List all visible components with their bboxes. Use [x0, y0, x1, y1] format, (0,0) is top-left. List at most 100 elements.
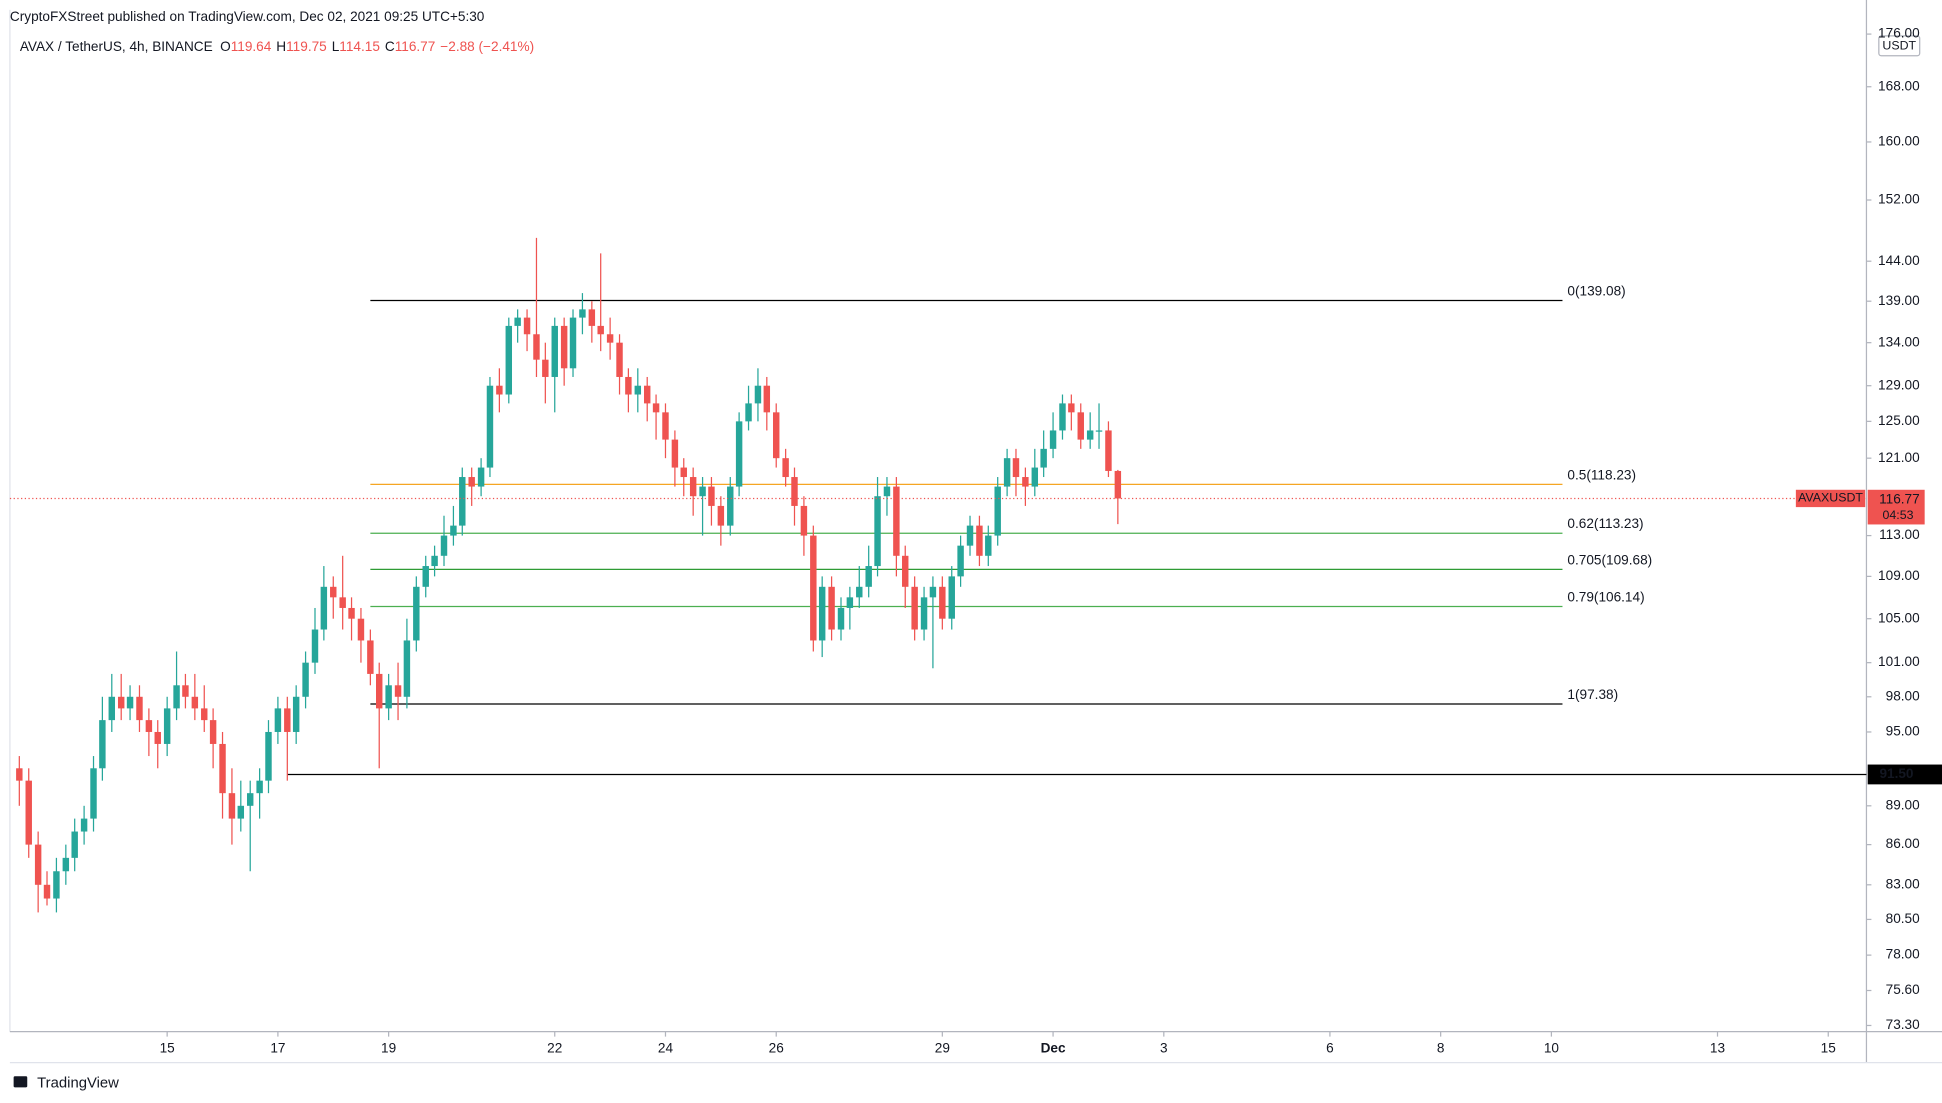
candle-body: [394, 685, 402, 697]
fib-level-label: 0.62(113.23): [1567, 516, 1643, 531]
candle-body: [1068, 403, 1075, 413]
y-tick-label: 144.00: [1878, 253, 1920, 268]
candle-body: [671, 439, 679, 468]
fib-level-label: 0(139.08): [1567, 283, 1625, 298]
candle-body: [929, 586, 937, 598]
candle-body: [71, 831, 78, 858]
candle-body: [292, 696, 300, 732]
candle-body: [652, 403, 660, 413]
x-tick-label: 26: [769, 1041, 784, 1056]
x-tick-label: 24: [658, 1041, 674, 1056]
x-tick-label: 22: [547, 1041, 562, 1056]
brand: TradingView: [13, 1076, 119, 1092]
candle-body: [1012, 458, 1020, 478]
candle-body: [625, 376, 632, 395]
candle-body: [1049, 430, 1057, 449]
candle-body: [16, 768, 23, 781]
candle-body: [403, 640, 411, 697]
candle-body: [588, 309, 596, 326]
candle-body: [330, 586, 337, 598]
x-tick-label: 17: [270, 1041, 285, 1056]
y-tick-label: 78.00: [1886, 947, 1920, 962]
candle-body: [689, 477, 697, 497]
ohlc-letter: L: [332, 39, 340, 54]
candle-body: [173, 685, 180, 709]
x-tick-label: 19: [381, 1041, 396, 1056]
candle-body: [856, 586, 863, 598]
candle-body: [339, 597, 346, 608]
fib-level-label: 0.705(109.68): [1567, 552, 1652, 567]
candle-body: [117, 696, 125, 709]
y-tick-label: 105.00: [1878, 610, 1920, 625]
candle-body: [893, 486, 900, 556]
candle-body: [717, 505, 725, 526]
candle-body: [376, 673, 383, 709]
candle-body: [1086, 430, 1094, 440]
x-tick-label: 15: [160, 1041, 175, 1056]
candle-body: [643, 385, 651, 404]
price-box: [1867, 489, 1925, 525]
candle-body: [874, 496, 881, 567]
candle-body: [551, 325, 558, 377]
candle-body: [902, 555, 909, 587]
candle-body: [763, 385, 771, 413]
candle-body: [477, 467, 485, 487]
y-tick-label: 95.00: [1886, 724, 1920, 739]
y-tick-label: 83.00: [1886, 876, 1920, 891]
ohlc-value: 114.15: [339, 39, 380, 54]
candle-body: [302, 662, 309, 697]
candle-body: [256, 780, 263, 794]
candle-body: [523, 317, 531, 335]
change-value: −2.88 (−2.41%): [440, 39, 534, 54]
candle-body: [413, 586, 420, 641]
ohlc-letter: H: [276, 39, 286, 54]
symbol-box: [1795, 489, 1866, 508]
y-tick-label: 113.00: [1879, 527, 1920, 542]
candle-body: [542, 359, 549, 377]
x-tick-label: 3: [1160, 1041, 1168, 1056]
ohlc-value: 116.77: [395, 39, 436, 54]
candle-body: [265, 731, 272, 781]
candle-body: [422, 566, 429, 587]
y-tick-label: 176.00: [1878, 26, 1920, 41]
candle-body: [976, 525, 983, 556]
unit-label: USDT: [1882, 39, 1916, 53]
x-tick-label: Dec: [1041, 1041, 1066, 1056]
candle-body: [246, 793, 254, 806]
candle-body: [773, 412, 780, 459]
candle-body: [948, 576, 955, 619]
y-tick-label: 75.60: [1886, 982, 1920, 997]
candle-body: [431, 555, 438, 567]
fib-level-label: 1(97.38): [1567, 687, 1618, 702]
candle-body: [163, 708, 171, 744]
candle-body: [994, 486, 1001, 536]
candle-body: [791, 477, 798, 506]
y-tick-label: 160.00: [1878, 134, 1920, 149]
candle-body: [800, 505, 808, 536]
candle-body: [53, 871, 60, 899]
y-tick-label: 139.00: [1878, 293, 1920, 308]
candle-body: [1114, 470, 1122, 499]
y-tick-label: 98.00: [1886, 688, 1920, 703]
y-tick-label: 109.00: [1878, 568, 1920, 583]
fib-level-label: 0.79(106.14): [1567, 589, 1644, 604]
candle-body: [939, 586, 946, 619]
support-price-box: [1867, 764, 1942, 785]
candle-body: [837, 607, 845, 630]
symbol-label: AVAXUSDT: [1798, 491, 1863, 505]
y-tick-label: 125.00: [1878, 413, 1920, 428]
candle-body: [883, 486, 891, 497]
y-tick-label: 89.00: [1886, 797, 1920, 812]
candle-body: [99, 720, 106, 769]
candle-body: [191, 696, 199, 709]
y-tick-label: 129.00: [1878, 377, 1920, 392]
y-tick-label: 101.00: [1878, 654, 1920, 669]
candle-body: [357, 618, 365, 641]
candle-body: [985, 535, 992, 556]
candle-body: [385, 685, 392, 709]
brand-logo: [13, 1076, 28, 1088]
candle-body: [616, 342, 623, 377]
candle-body: [320, 586, 328, 630]
